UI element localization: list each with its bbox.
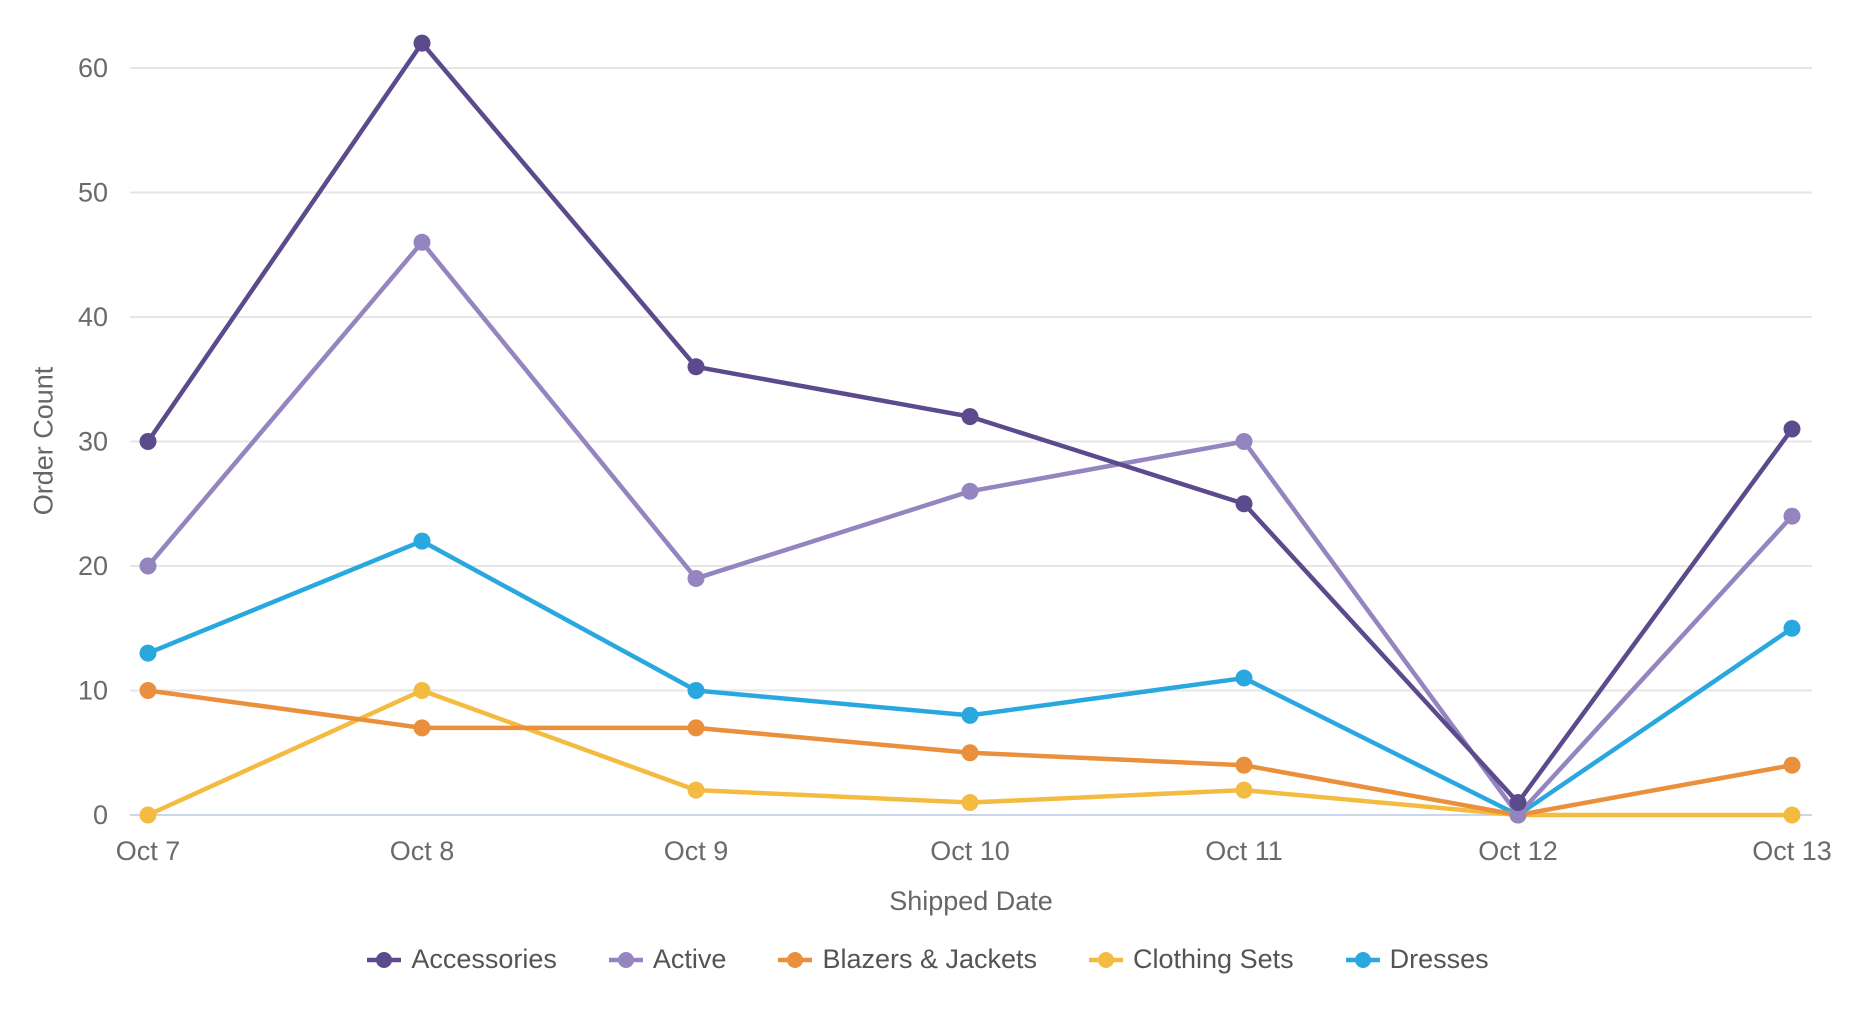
legend-marker-icon — [367, 951, 402, 968]
x-tick-label: Oct 12 — [1478, 836, 1558, 866]
data-point-dresses-oct-11 — [1235, 669, 1253, 687]
legend-item-active[interactable]: Active — [608, 944, 727, 975]
legend-label: Dresses — [1389, 944, 1489, 974]
data-point-accessories-oct-11 — [1235, 495, 1253, 513]
x-tick-label: Oct 7 — [116, 836, 181, 866]
y-axis-title: Order Count — [28, 366, 59, 516]
y-tick-label: 10 — [78, 676, 108, 706]
legend-item-blazers-jackets[interactable]: Blazers & Jackets — [778, 944, 1037, 975]
x-tick-label: Oct 11 — [1205, 836, 1283, 866]
data-point-active-oct-9 — [687, 569, 705, 587]
series-line-dresses — [145, 538, 1795, 818]
data-point-active-oct-10 — [961, 482, 979, 500]
data-point-dresses-oct-10 — [961, 706, 979, 724]
data-point-clothing-sets-oct-13 — [1783, 806, 1801, 824]
data-point-accessories-oct-10 — [961, 408, 979, 426]
data-point-active-oct-12 — [1509, 806, 1527, 824]
data-point-clothing-sets-oct-11 — [1235, 781, 1253, 799]
x-tick-label: Oct 9 — [664, 836, 729, 866]
data-point-dresses-oct-7 — [139, 644, 157, 662]
legend-item-clothing-sets[interactable]: Clothing Sets — [1089, 944, 1294, 975]
data-point-blazers-jackets-oct-13 — [1783, 756, 1801, 774]
x-tick-label: Oct 8 — [390, 836, 455, 866]
data-point-clothing-sets-oct-8 — [413, 682, 431, 699]
data-point-accessories-oct-7 — [139, 433, 157, 450]
legend-label: Accessories — [411, 944, 557, 974]
data-point-active-oct-8 — [413, 233, 431, 251]
x-tick-label: Oct 13 — [1752, 836, 1832, 866]
legend-marker-icon — [608, 951, 643, 968]
y-tick-label: 0 — [93, 800, 108, 830]
series-accessories — [139, 34, 1801, 812]
data-point-blazers-jackets-oct-8 — [413, 719, 431, 737]
legend-label: Active — [652, 944, 727, 974]
data-point-accessories-oct-12 — [1509, 794, 1527, 812]
x-tick-label: Oct 10 — [930, 836, 1010, 866]
data-point-blazers-jackets-oct-7 — [139, 682, 157, 699]
data-point-active-oct-7 — [139, 557, 157, 575]
data-point-blazers-jackets-oct-11 — [1235, 756, 1253, 774]
data-point-dresses-oct-9 — [687, 682, 705, 699]
data-point-dresses-oct-8 — [413, 532, 431, 550]
x-axis-title: Shipped Date — [889, 886, 1053, 916]
data-point-clothing-sets-oct-9 — [687, 781, 705, 799]
legend-item-accessories[interactable]: Accessories — [367, 944, 557, 975]
data-point-active-oct-11 — [1235, 433, 1253, 450]
data-point-clothing-sets-oct-7 — [139, 806, 157, 824]
data-point-active-oct-13 — [1783, 507, 1801, 525]
data-point-blazers-jackets-oct-9 — [687, 719, 705, 737]
data-point-clothing-sets-oct-10 — [961, 794, 979, 812]
data-point-accessories-oct-9 — [687, 358, 705, 376]
legend-marker-icon — [778, 951, 813, 968]
legend-marker-icon — [1345, 951, 1380, 968]
legend-label: Blazers & Jackets — [822, 944, 1038, 974]
data-point-dresses-oct-13 — [1783, 619, 1801, 637]
y-tick-label: 30 — [78, 427, 108, 457]
y-tick-label: 60 — [78, 53, 108, 83]
data-point-accessories-oct-8 — [413, 34, 431, 52]
legend-label: Clothing Sets — [1133, 944, 1294, 974]
legend-marker-icon — [1089, 951, 1124, 968]
y-tick-label: 20 — [78, 551, 108, 581]
series-active — [139, 233, 1801, 824]
data-point-blazers-jackets-oct-10 — [961, 744, 979, 762]
legend-item-dresses[interactable]: Dresses — [1345, 944, 1489, 975]
data-point-accessories-oct-13 — [1783, 420, 1801, 438]
series-line-active — [145, 240, 1795, 818]
y-tick-label: 40 — [78, 302, 108, 332]
y-tick-label: 50 — [78, 178, 108, 208]
legend: Accessories Active Blazers & Jackets Clothi… — [0, 944, 1856, 975]
